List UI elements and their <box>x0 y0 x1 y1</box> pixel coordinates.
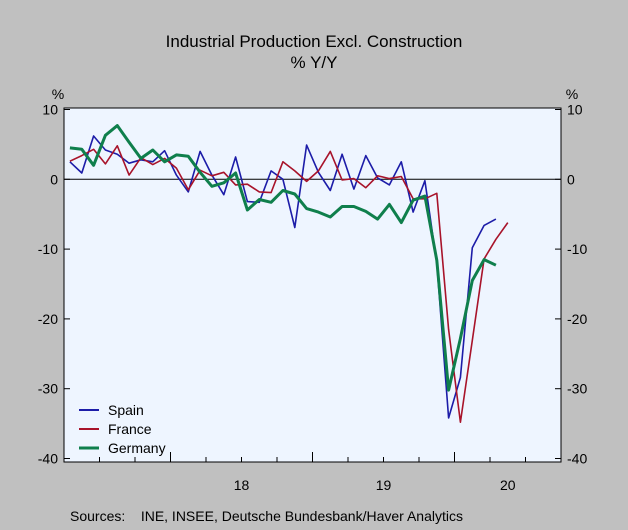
legend-label-spain: Spain <box>108 402 144 418</box>
series-line-germany <box>69 124 497 392</box>
legend: Spain France Germany <box>79 402 166 456</box>
legend-label-germany: Germany <box>108 440 166 456</box>
y-tick-label-left: -20 <box>38 311 58 327</box>
y-axis-unit-left: % <box>52 86 64 102</box>
y-tick-label-right: 10 <box>567 102 583 118</box>
y-tick-label-left: -30 <box>38 381 58 397</box>
y-tick-label-left: -40 <box>38 451 58 467</box>
y-tick-label-left: 10 <box>42 102 58 118</box>
chart-title: Industrial Production Excl. Construction <box>165 32 463 51</box>
chart-subtitle: % Y/Y <box>290 53 338 72</box>
x-year-label: 18 <box>234 477 250 493</box>
y-tick-label-left: -10 <box>38 241 58 257</box>
x-year-label: 20 <box>500 477 516 493</box>
sources-note: Sources: INE, INSEE, Deutsche Bundesbank… <box>70 508 463 524</box>
legend-label-france: France <box>108 421 152 437</box>
sources-text: INE, INSEE, Deutsche Bundesbank/Haver An… <box>140 508 463 524</box>
y-tick-label-right: -20 <box>567 311 587 327</box>
y-tick-label-left: 0 <box>50 171 58 187</box>
y-tick-label-right: 0 <box>567 171 575 187</box>
y-tick-label-right: -10 <box>567 241 587 257</box>
plot-area <box>63 107 562 463</box>
x-year-label: 19 <box>376 477 392 493</box>
y-tick-label-right: -40 <box>567 451 587 467</box>
series-line-france <box>69 145 509 424</box>
y-tick-label-right: -30 <box>567 381 587 397</box>
y-axis-unit-right: % <box>566 86 578 102</box>
sources-label: Sources: <box>70 508 126 524</box>
